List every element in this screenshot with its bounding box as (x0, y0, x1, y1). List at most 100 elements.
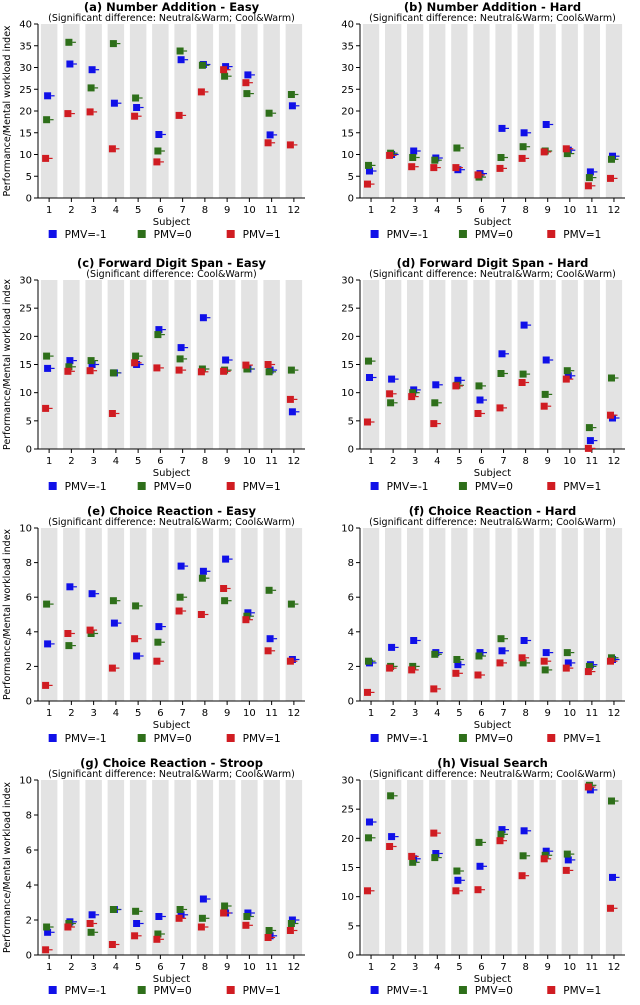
x-tick-label: 3 (90, 962, 96, 973)
data-point-pmv1 (177, 344, 185, 352)
x-tick-label: 11 (265, 962, 278, 973)
data-point-pmv1 (476, 862, 484, 870)
data-point-pmv1 (432, 850, 440, 857)
data-point-pmv1 (454, 661, 462, 669)
legend-marker (370, 230, 379, 238)
data-point-pmv0 (65, 642, 73, 650)
legend-marker (458, 230, 467, 238)
x-tick-label: 3 (90, 205, 96, 216)
x-tick-label: 6 (478, 205, 484, 216)
data-point-pmv1 (607, 174, 614, 182)
data-point-pmv1 (366, 818, 373, 826)
data-point-pmv1 (498, 124, 506, 132)
y-tick-label: 8 (26, 811, 32, 822)
y-tick-label: 40 (19, 20, 32, 31)
data-point-pmv1 (518, 654, 526, 662)
x-axis-label: Subject (474, 217, 511, 228)
y-tick-label: 4 (26, 881, 32, 892)
x-tick-label: 7 (179, 962, 185, 973)
x-tick-label: 6 (157, 708, 163, 719)
data-point-pmv0 (287, 91, 295, 98)
legend-label: PMV=1 (243, 733, 281, 745)
data-point-pmv1 (408, 666, 416, 674)
subject-band (174, 24, 191, 198)
data-point-pmv0 (608, 374, 615, 382)
data-point-pmv1 (452, 382, 460, 390)
legend: PMV=-1 PMV=0 PMV=1 (370, 229, 601, 241)
x-tick-label: 4 (434, 962, 440, 973)
x-tick-label: 1 (46, 456, 52, 467)
x-tick-label: 11 (265, 456, 278, 467)
y-tick-label: 25 (19, 85, 32, 96)
data-point-pmv0 (431, 399, 439, 407)
x-tick-label: 4 (434, 456, 440, 467)
x-tick-label: 12 (288, 456, 301, 467)
data-point-pmv0 (109, 597, 117, 605)
legend-marker (137, 230, 146, 238)
x-axis-label: Subject (474, 974, 511, 985)
x-tick-label: 3 (90, 456, 96, 467)
data-point-pmv0 (176, 47, 184, 55)
x-tick-label: 5 (135, 708, 141, 719)
data-point-pmv1 (364, 688, 371, 696)
data-point-pmv0 (265, 368, 273, 376)
data-point-pmv1 (366, 167, 373, 175)
x-tick-label: 2 (390, 962, 396, 973)
data-point-pmv1 (542, 847, 550, 855)
subject-band (605, 780, 623, 955)
x-tick-label: 2 (68, 205, 74, 216)
data-point-pmv1 (586, 437, 594, 445)
data-point-pmv1 (430, 420, 438, 428)
data-point-pmv1 (155, 913, 163, 920)
data-point-pmv1 (430, 685, 438, 693)
data-point-pmv1 (564, 659, 572, 667)
subject-band (85, 528, 102, 701)
data-point-pmv0 (431, 650, 439, 658)
y-tick-label: 10 (341, 388, 354, 399)
legend-label: PMV=-1 (65, 481, 107, 493)
data-point-pmv1 (264, 139, 272, 147)
x-tick-label: 1 (46, 962, 52, 973)
legend-label: PMV=1 (243, 229, 281, 241)
x-tick-label: 9 (545, 708, 551, 719)
data-point-pmv1 (454, 376, 462, 384)
x-tick-label: 9 (545, 205, 551, 216)
x-tick-label: 6 (478, 962, 484, 973)
data-point-pmv1 (108, 941, 116, 948)
data-point-pmv0 (541, 666, 549, 674)
data-point-pmv0 (585, 424, 593, 432)
x-tick-label: 5 (456, 456, 462, 467)
data-point-pmv0 (563, 850, 571, 858)
chart-subtitle: (Significant difference: Neutral&Warm; C… (48, 769, 295, 780)
data-point-pmv1 (388, 375, 396, 383)
data-point-pmv1 (562, 375, 570, 383)
y-tick-label: 15 (341, 360, 354, 371)
data-point-pmv0 (154, 638, 162, 646)
legend-marker (226, 734, 235, 742)
data-point-pmv1 (155, 623, 163, 631)
subject-band (152, 528, 169, 701)
x-tick-label: 8 (202, 708, 208, 719)
x-tick-label: 10 (563, 456, 576, 467)
legend-marker (458, 986, 467, 994)
subject-band (561, 24, 578, 198)
data-point-pmv1 (244, 71, 252, 79)
data-point-pmv0 (109, 369, 117, 377)
subject-band (605, 24, 623, 198)
x-tick-label: 10 (563, 962, 576, 973)
legend-marker (370, 734, 379, 742)
subject-band (451, 24, 468, 198)
data-point-pmv0 (497, 370, 505, 377)
data-point-pmv1 (288, 102, 296, 110)
data-point-pmv1 (496, 164, 504, 172)
subject-band (385, 780, 402, 955)
data-point-pmv1 (454, 876, 462, 884)
data-point-pmv0 (497, 635, 505, 643)
subject-band (129, 528, 147, 701)
subject-band (561, 280, 578, 449)
data-point-pmv1 (108, 145, 116, 153)
x-tick-label: 8 (202, 962, 208, 973)
data-point-pmv1 (386, 151, 394, 159)
